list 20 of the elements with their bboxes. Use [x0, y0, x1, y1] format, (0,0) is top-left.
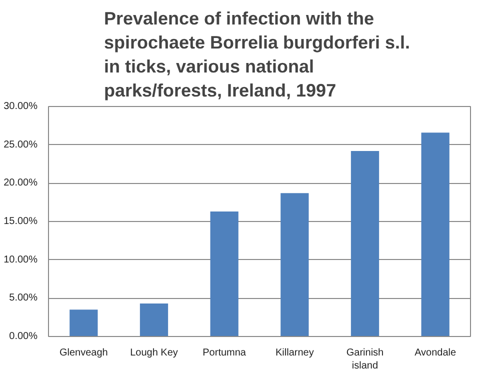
x-tick-label: Killarney	[275, 348, 314, 358]
chart-title: Prevalence of infection with the spirochaete Borrelia burgdorferi s.l. in ticks, various national parks/forests, Ireland, 1997	[104, 8, 410, 100]
y-tick-label: 25.00%	[4, 139, 38, 150]
y-tick-label: 30.00%	[4, 101, 38, 112]
y-tick-label: 10.00%	[4, 254, 38, 266]
bar	[280, 193, 309, 336]
x-tick-label: Lough Key	[130, 348, 178, 358]
x-tick-label: Portumna	[202, 348, 246, 358]
bar	[350, 150, 380, 336]
y-tick-label: 0.00%	[9, 331, 38, 342]
y-tick-label: 20.00%	[4, 178, 38, 189]
x-tick-label: Avondale	[414, 348, 457, 358]
bar	[210, 212, 238, 336]
y-tick-label: 15.00%	[4, 216, 38, 227]
bar	[70, 310, 98, 336]
y-tick-label: 5.00%	[9, 292, 38, 304]
bar	[140, 304, 168, 336]
x-tick-label: Garinish island	[346, 348, 384, 372]
x-tick-label: Glenveagh	[59, 348, 108, 358]
bar	[421, 132, 450, 336]
